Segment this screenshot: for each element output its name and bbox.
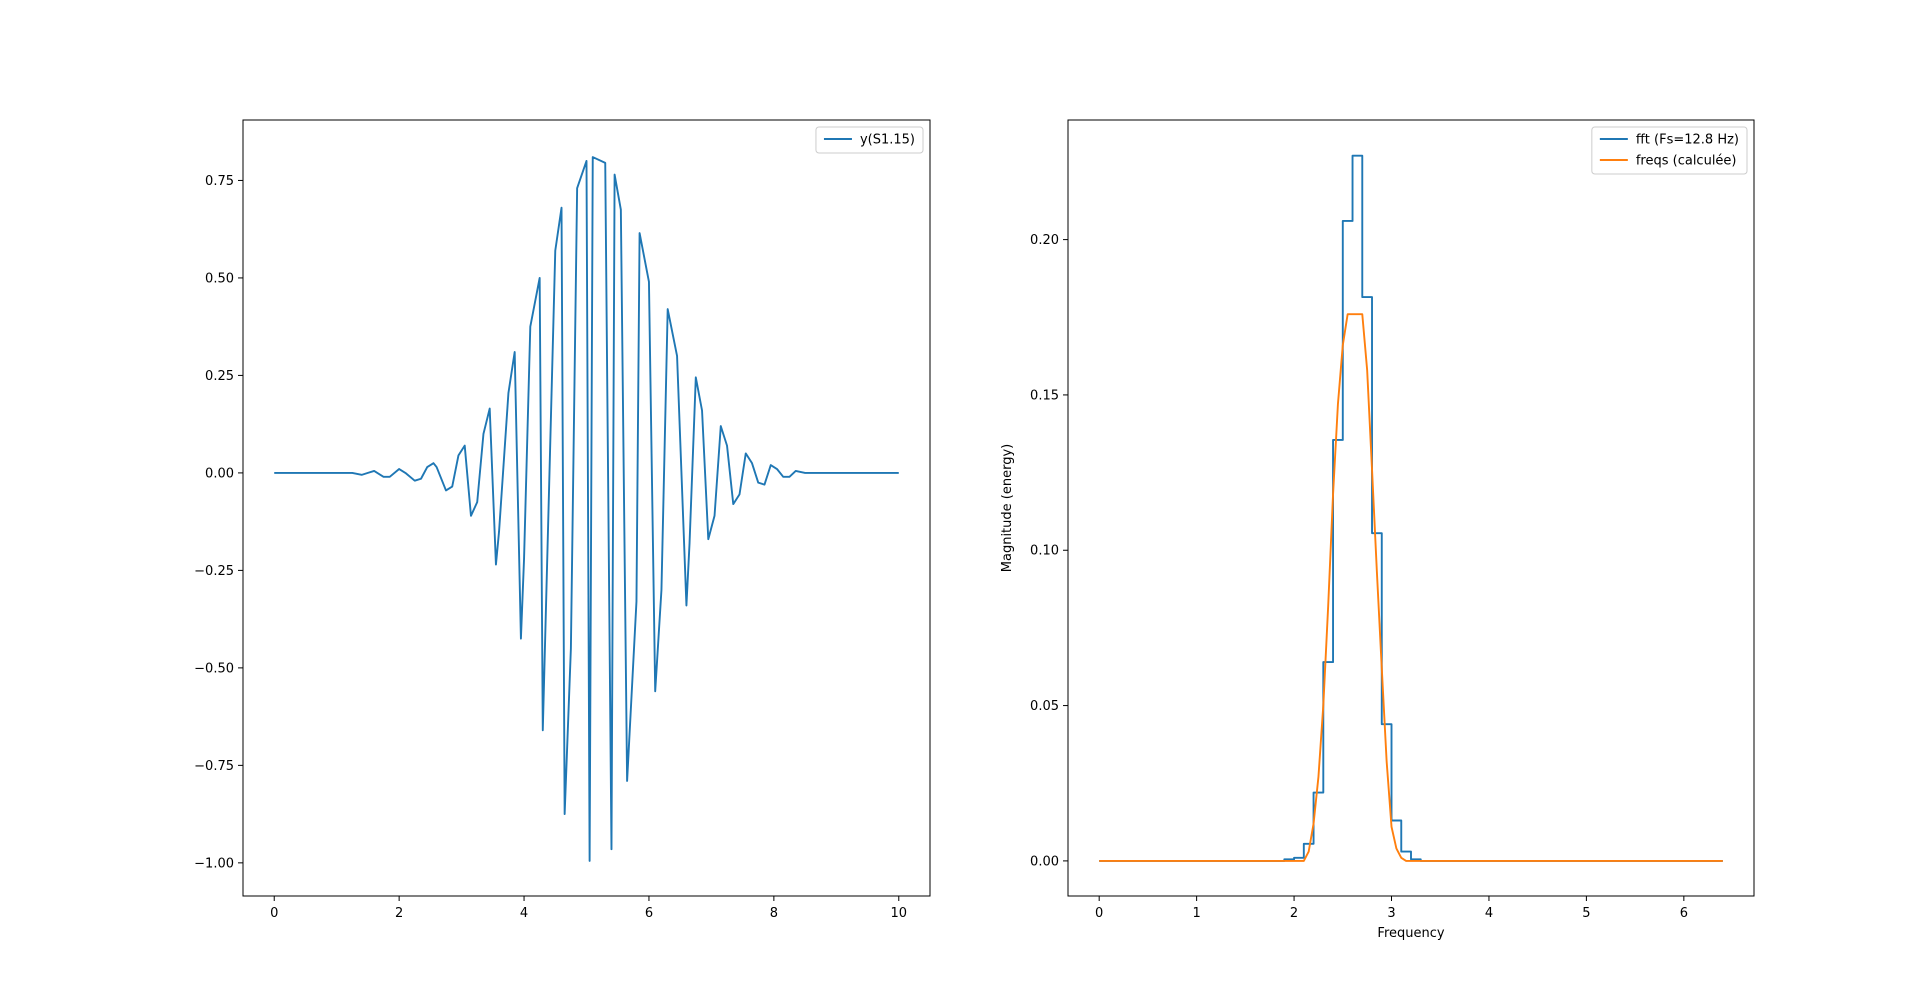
y-tick-label: −0.50 <box>194 661 234 676</box>
legend-box <box>815 126 924 154</box>
y-tick-label: 0.00 <box>1030 854 1059 869</box>
legend: y(S1.15) <box>815 126 924 154</box>
x-tick-label: 8 <box>770 906 778 921</box>
x-axis-label: Frequency <box>1377 926 1444 941</box>
chart-1: 0 2 4 6 8 10 0.75 0.50 0.25 0.00 −0.25 −0.50 −0.75 −1… <box>194 119 931 921</box>
legend-box <box>1591 126 1748 175</box>
y-axis-label: Magnitude (energy) <box>1000 444 1015 572</box>
y-tick-label: 0.15 <box>1030 388 1059 403</box>
y-tick-label: 0.00 <box>205 466 234 481</box>
x-tick-label: 2 <box>395 906 403 921</box>
x-tick-label: 1 <box>1192 906 1200 921</box>
y-tick-label: 0.20 <box>1030 233 1059 248</box>
plot-frame <box>1067 119 1755 897</box>
series-line-1 <box>274 156 899 862</box>
x-tick-label: 0 <box>1095 906 1103 921</box>
y-tick-label: 0.10 <box>1030 544 1059 559</box>
y-tick-label: 0.25 <box>205 369 234 384</box>
x-tick-label: 2 <box>1290 906 1298 921</box>
x-tick-label: 6 <box>645 906 653 921</box>
x-tick-label: 0 <box>270 906 278 921</box>
x-tick-label: 6 <box>1680 906 1688 921</box>
chart-2: 0 1 2 3 4 5 6 0.00 0.05 0.10 0.15 0.20 Frequency Magn… <box>1000 119 1755 941</box>
y-tick-label: −0.75 <box>194 759 234 774</box>
plot-frame <box>242 119 931 897</box>
y-tick-label: −0.25 <box>194 564 234 579</box>
y-tick-label: 0.05 <box>1030 699 1059 714</box>
series-line-1 <box>1099 154 1723 862</box>
y-tick-label: 0.75 <box>205 174 234 189</box>
legend: fft (Fs=12.8 Hz) freqs (calculée) <box>1591 126 1748 175</box>
legend-label-1: fft (Fs=12.8 Hz) <box>1636 133 1739 148</box>
x-tick-label: 3 <box>1387 906 1395 921</box>
x-tick-label: 4 <box>1485 906 1493 921</box>
legend-label-1: y(S1.15) <box>860 133 915 148</box>
series-line-2 <box>1099 313 1723 862</box>
y-tick-label: −1.00 <box>194 856 234 871</box>
x-tick-label: 10 <box>890 906 907 921</box>
legend-label-2: freqs (calculée) <box>1636 154 1737 169</box>
x-tick-label: 5 <box>1582 906 1590 921</box>
y-tick-label: 0.50 <box>205 271 234 286</box>
x-tick-label: 4 <box>520 906 528 921</box>
